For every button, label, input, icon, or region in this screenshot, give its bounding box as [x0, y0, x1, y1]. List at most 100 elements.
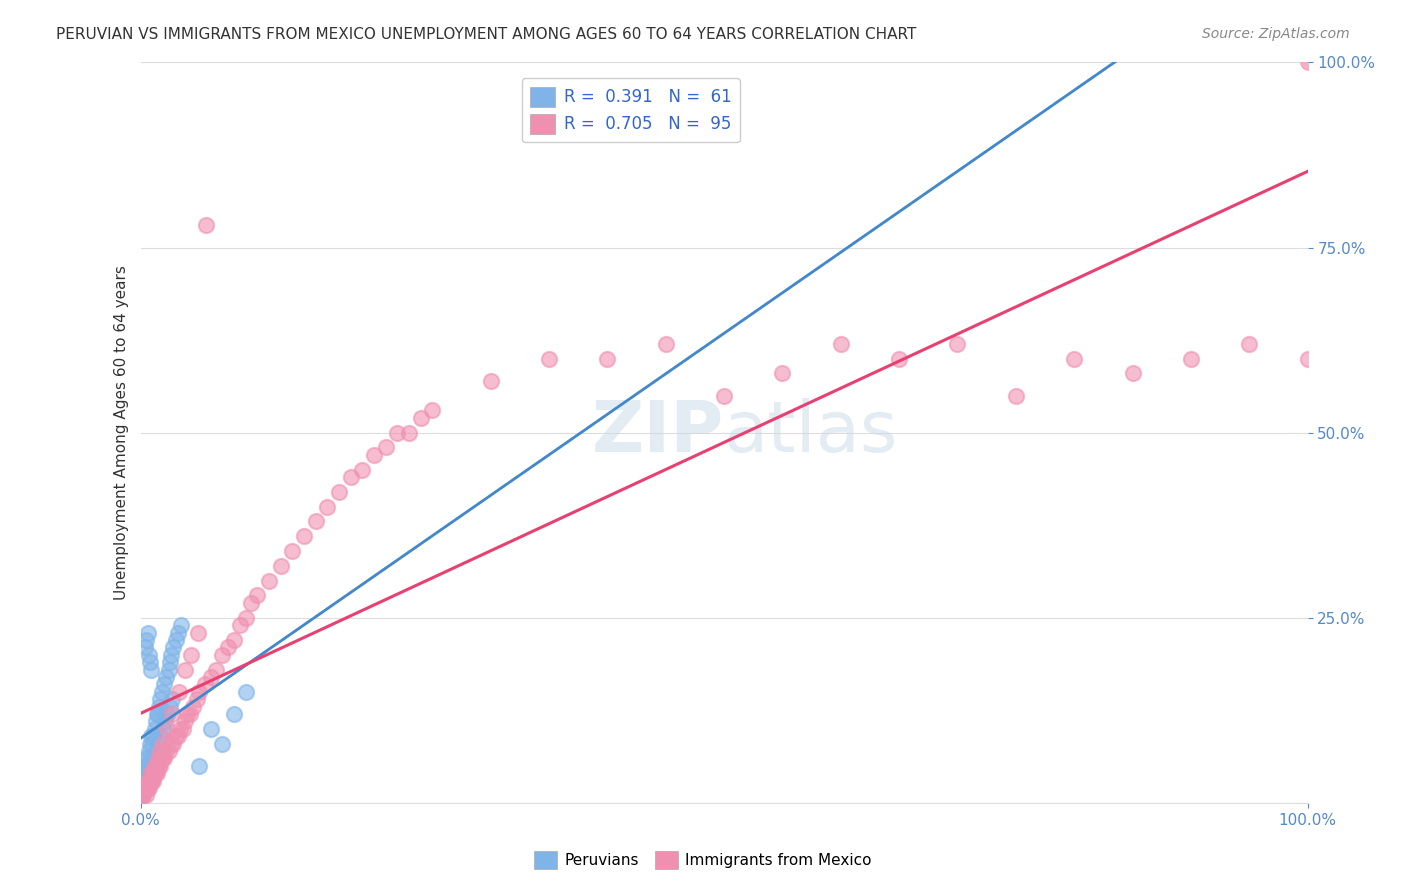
- Point: [146, 751, 169, 765]
- Point: [139, 729, 162, 743]
- Point: [174, 714, 197, 729]
- Point: [235, 685, 257, 699]
- Point: [246, 589, 269, 603]
- Point: [328, 484, 350, 499]
- Point: [145, 714, 167, 729]
- Point: [159, 699, 181, 714]
- Point: [138, 648, 160, 662]
- Point: [142, 751, 165, 765]
- Point: [141, 737, 163, 751]
- Point: [145, 744, 167, 758]
- Point: [135, 789, 157, 803]
- Point: [292, 529, 315, 543]
- Point: [135, 773, 157, 788]
- Point: [143, 758, 166, 772]
- Point: [143, 722, 166, 736]
- Point: [186, 692, 208, 706]
- Point: [596, 351, 619, 366]
- Point: [235, 610, 257, 624]
- Point: [142, 729, 165, 743]
- Point: [1296, 55, 1319, 70]
- Point: [139, 773, 162, 788]
- Text: PERUVIAN VS IMMIGRANTS FROM MEXICO UNEMPLOYMENT AMONG AGES 60 TO 64 YEARS CORREL: PERUVIAN VS IMMIGRANTS FROM MEXICO UNEMP…: [56, 27, 917, 42]
- Point: [152, 722, 174, 736]
- Point: [772, 367, 794, 381]
- Point: [136, 780, 159, 795]
- Point: [139, 737, 162, 751]
- Point: [167, 625, 190, 640]
- Point: [145, 766, 167, 780]
- Point: [167, 729, 190, 743]
- Point: [374, 441, 396, 455]
- Point: [157, 663, 180, 677]
- Point: [138, 780, 160, 795]
- Point: [1122, 367, 1144, 381]
- Point: [1005, 388, 1028, 402]
- Point: [146, 766, 169, 780]
- Point: [305, 515, 328, 529]
- Point: [141, 766, 163, 780]
- Point: [211, 737, 233, 751]
- Point: [157, 744, 180, 758]
- Point: [132, 780, 155, 795]
- Point: [145, 758, 167, 772]
- Point: [143, 751, 166, 765]
- Point: [132, 780, 155, 795]
- Point: [162, 640, 184, 655]
- Point: [139, 766, 162, 780]
- Point: [155, 744, 177, 758]
- Point: [153, 714, 176, 729]
- Point: [136, 773, 159, 788]
- Point: [139, 766, 162, 780]
- Point: [152, 737, 174, 751]
- Point: [148, 699, 170, 714]
- Point: [149, 744, 172, 758]
- Point: [138, 773, 160, 788]
- Point: [134, 758, 156, 772]
- Point: [134, 640, 156, 655]
- Point: [142, 773, 165, 788]
- Point: [138, 744, 160, 758]
- Point: [131, 789, 153, 803]
- Point: [143, 766, 166, 780]
- Point: [149, 729, 172, 743]
- Point: [270, 558, 292, 573]
- Point: [134, 758, 156, 772]
- Point: [146, 706, 169, 721]
- Legend: R =  0.391   N =  61, R =  0.705   N =  95: R = 0.391 N = 61, R = 0.705 N = 95: [522, 78, 740, 142]
- Point: [155, 670, 177, 684]
- Point: [139, 663, 162, 677]
- Point: [188, 685, 211, 699]
- Point: [139, 773, 162, 788]
- Point: [172, 722, 194, 736]
- Point: [149, 692, 172, 706]
- Y-axis label: Unemployment Among Ages 60 to 64 years: Unemployment Among Ages 60 to 64 years: [114, 265, 129, 600]
- Point: [222, 706, 245, 721]
- Point: [134, 780, 156, 795]
- Point: [830, 336, 852, 351]
- Point: [257, 574, 280, 588]
- Point: [1180, 351, 1202, 366]
- Point: [132, 780, 155, 795]
- Point: [165, 729, 187, 743]
- Point: [135, 751, 157, 765]
- Point: [479, 374, 502, 388]
- Point: [655, 336, 678, 351]
- Point: [946, 336, 969, 351]
- Point: [194, 219, 217, 233]
- Point: [134, 780, 156, 795]
- Point: [150, 685, 173, 699]
- Point: [281, 544, 304, 558]
- Point: [889, 351, 911, 366]
- Point: [156, 706, 179, 721]
- Point: [422, 403, 444, 417]
- Point: [537, 351, 560, 366]
- Point: [136, 758, 159, 772]
- Point: [167, 685, 190, 699]
- Point: [135, 780, 157, 795]
- Legend: Peruvians, Immigrants from Mexico: Peruvians, Immigrants from Mexico: [529, 845, 877, 875]
- Point: [398, 425, 420, 440]
- Point: [150, 751, 173, 765]
- Point: [131, 789, 153, 803]
- Point: [138, 766, 160, 780]
